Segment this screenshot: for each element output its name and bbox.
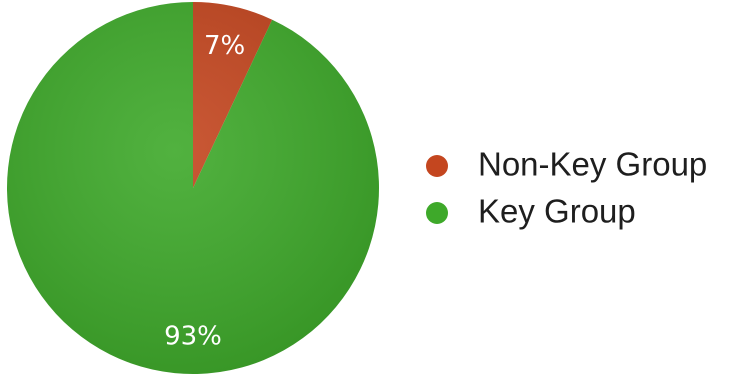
legend-swatch-non-key-group — [426, 155, 448, 177]
slice-label-non-key-group: 7% — [204, 31, 245, 61]
legend: Non-Key Group Key Group — [426, 146, 707, 230]
slice-label-key-group: 93% — [164, 321, 222, 351]
legend-swatch-key-group — [426, 202, 448, 224]
pie: 7% 93% — [6, 2, 379, 375]
pie-slice-key-group — [6, 2, 379, 375]
legend-label-key-group: Key Group — [478, 193, 636, 230]
legend-label-non-key-group: Non-Key Group — [478, 146, 707, 183]
